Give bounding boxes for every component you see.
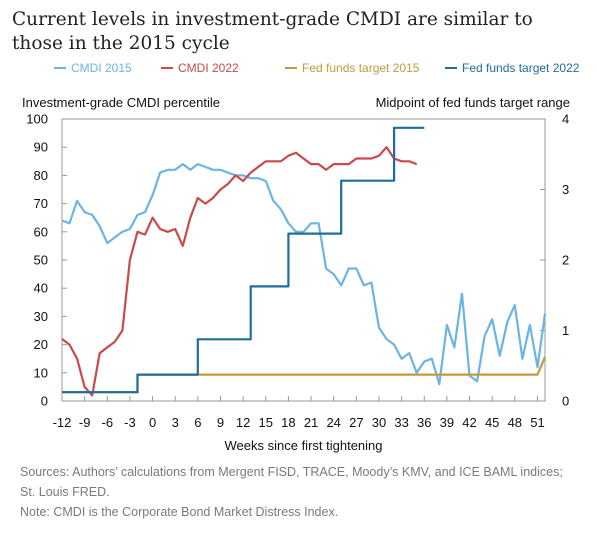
x-tick-label: 24 (326, 415, 340, 430)
chart: CMDI 2015 CMDI 2022 Fed funds target 2015 F… (22, 61, 580, 453)
x-tick-label: -3 (124, 415, 136, 430)
legend-label: Fed funds target 2022 (462, 61, 580, 75)
x-tick-label: 6 (194, 415, 201, 430)
legend-label: CMDI 2015 (71, 61, 132, 75)
x-tick-label: 3 (172, 415, 179, 430)
y-tick-label-right: 0 (562, 394, 569, 409)
x-tick-label: 48 (508, 415, 522, 430)
x-tick-label: 39 (440, 415, 454, 430)
legend-label: CMDI 2022 (178, 61, 239, 75)
y-tick-label-left: 50 (34, 253, 48, 268)
x-tick-label: 36 (417, 415, 431, 430)
x-tick-label: -12 (53, 415, 72, 430)
x-axis-label: Weeks since first tightening (225, 438, 383, 453)
legend: CMDI 2015 CMDI 2022 Fed funds target 2015 F… (54, 61, 580, 75)
y-tick-label-left: 40 (34, 281, 48, 296)
y-tick-label-right: 1 (562, 323, 569, 338)
x-tick-label: -9 (79, 415, 91, 430)
y-tick-label-left: 30 (34, 309, 48, 324)
y-axis-label-right: Midpoint of fed funds target range (376, 95, 570, 110)
series-line-fed-funds-target-2022 (62, 126, 425, 394)
series-line-cmdi-2015 (61, 163, 547, 386)
plot-frame (61, 118, 546, 402)
x-tick-label: 30 (372, 415, 386, 430)
x-tick-label: 21 (304, 415, 318, 430)
source-notes: Sources: Authors’ calculations from Merg… (20, 462, 580, 522)
series-line-cmdi-2022 (61, 146, 418, 397)
x-tick-label: 18 (281, 415, 295, 430)
legend-label: Fed funds target 2015 (302, 61, 420, 75)
y-tick-label-left: 100 (26, 112, 48, 127)
y-tick-label-right: 4 (562, 112, 569, 127)
note-text: Note: CMDI is the Corporate Bond Market … (20, 505, 339, 519)
chart-title: Current levels in investment-grade CMDI … (12, 9, 533, 54)
sources-text: Sources: Authors’ calculations from Merg… (20, 465, 563, 499)
x-tick-label: 9 (217, 415, 224, 430)
x-tick-label: 42 (462, 415, 476, 430)
x-tick-label: -6 (102, 415, 114, 430)
y-tick-label-left: 90 (34, 140, 48, 155)
x-tick-label: 51 (530, 415, 544, 430)
y-tick-label-left: 60 (34, 224, 48, 239)
y-tick-label-left: 10 (34, 365, 48, 380)
y-tick-label-left: 20 (34, 337, 48, 352)
x-tick-label: 33 (394, 415, 408, 430)
y-tick-label-left: 70 (34, 196, 48, 211)
x-tick-label: 27 (349, 415, 363, 430)
x-tick-label: 0 (149, 415, 156, 430)
x-tick-label: 45 (485, 415, 499, 430)
series-lines (61, 126, 547, 397)
y-axis-label-left: Investment-grade CMDI percentile (22, 95, 220, 110)
x-tick-label: 12 (236, 415, 250, 430)
y-tick-label-left: 0 (41, 394, 48, 409)
y-tick-label-left: 80 (34, 168, 48, 183)
x-tick-label: 15 (259, 415, 273, 430)
y-tick-label-right: 2 (562, 253, 569, 268)
y-tick-label-right: 3 (562, 182, 569, 197)
series-line-fed-funds-target-2015 (62, 356, 547, 394)
